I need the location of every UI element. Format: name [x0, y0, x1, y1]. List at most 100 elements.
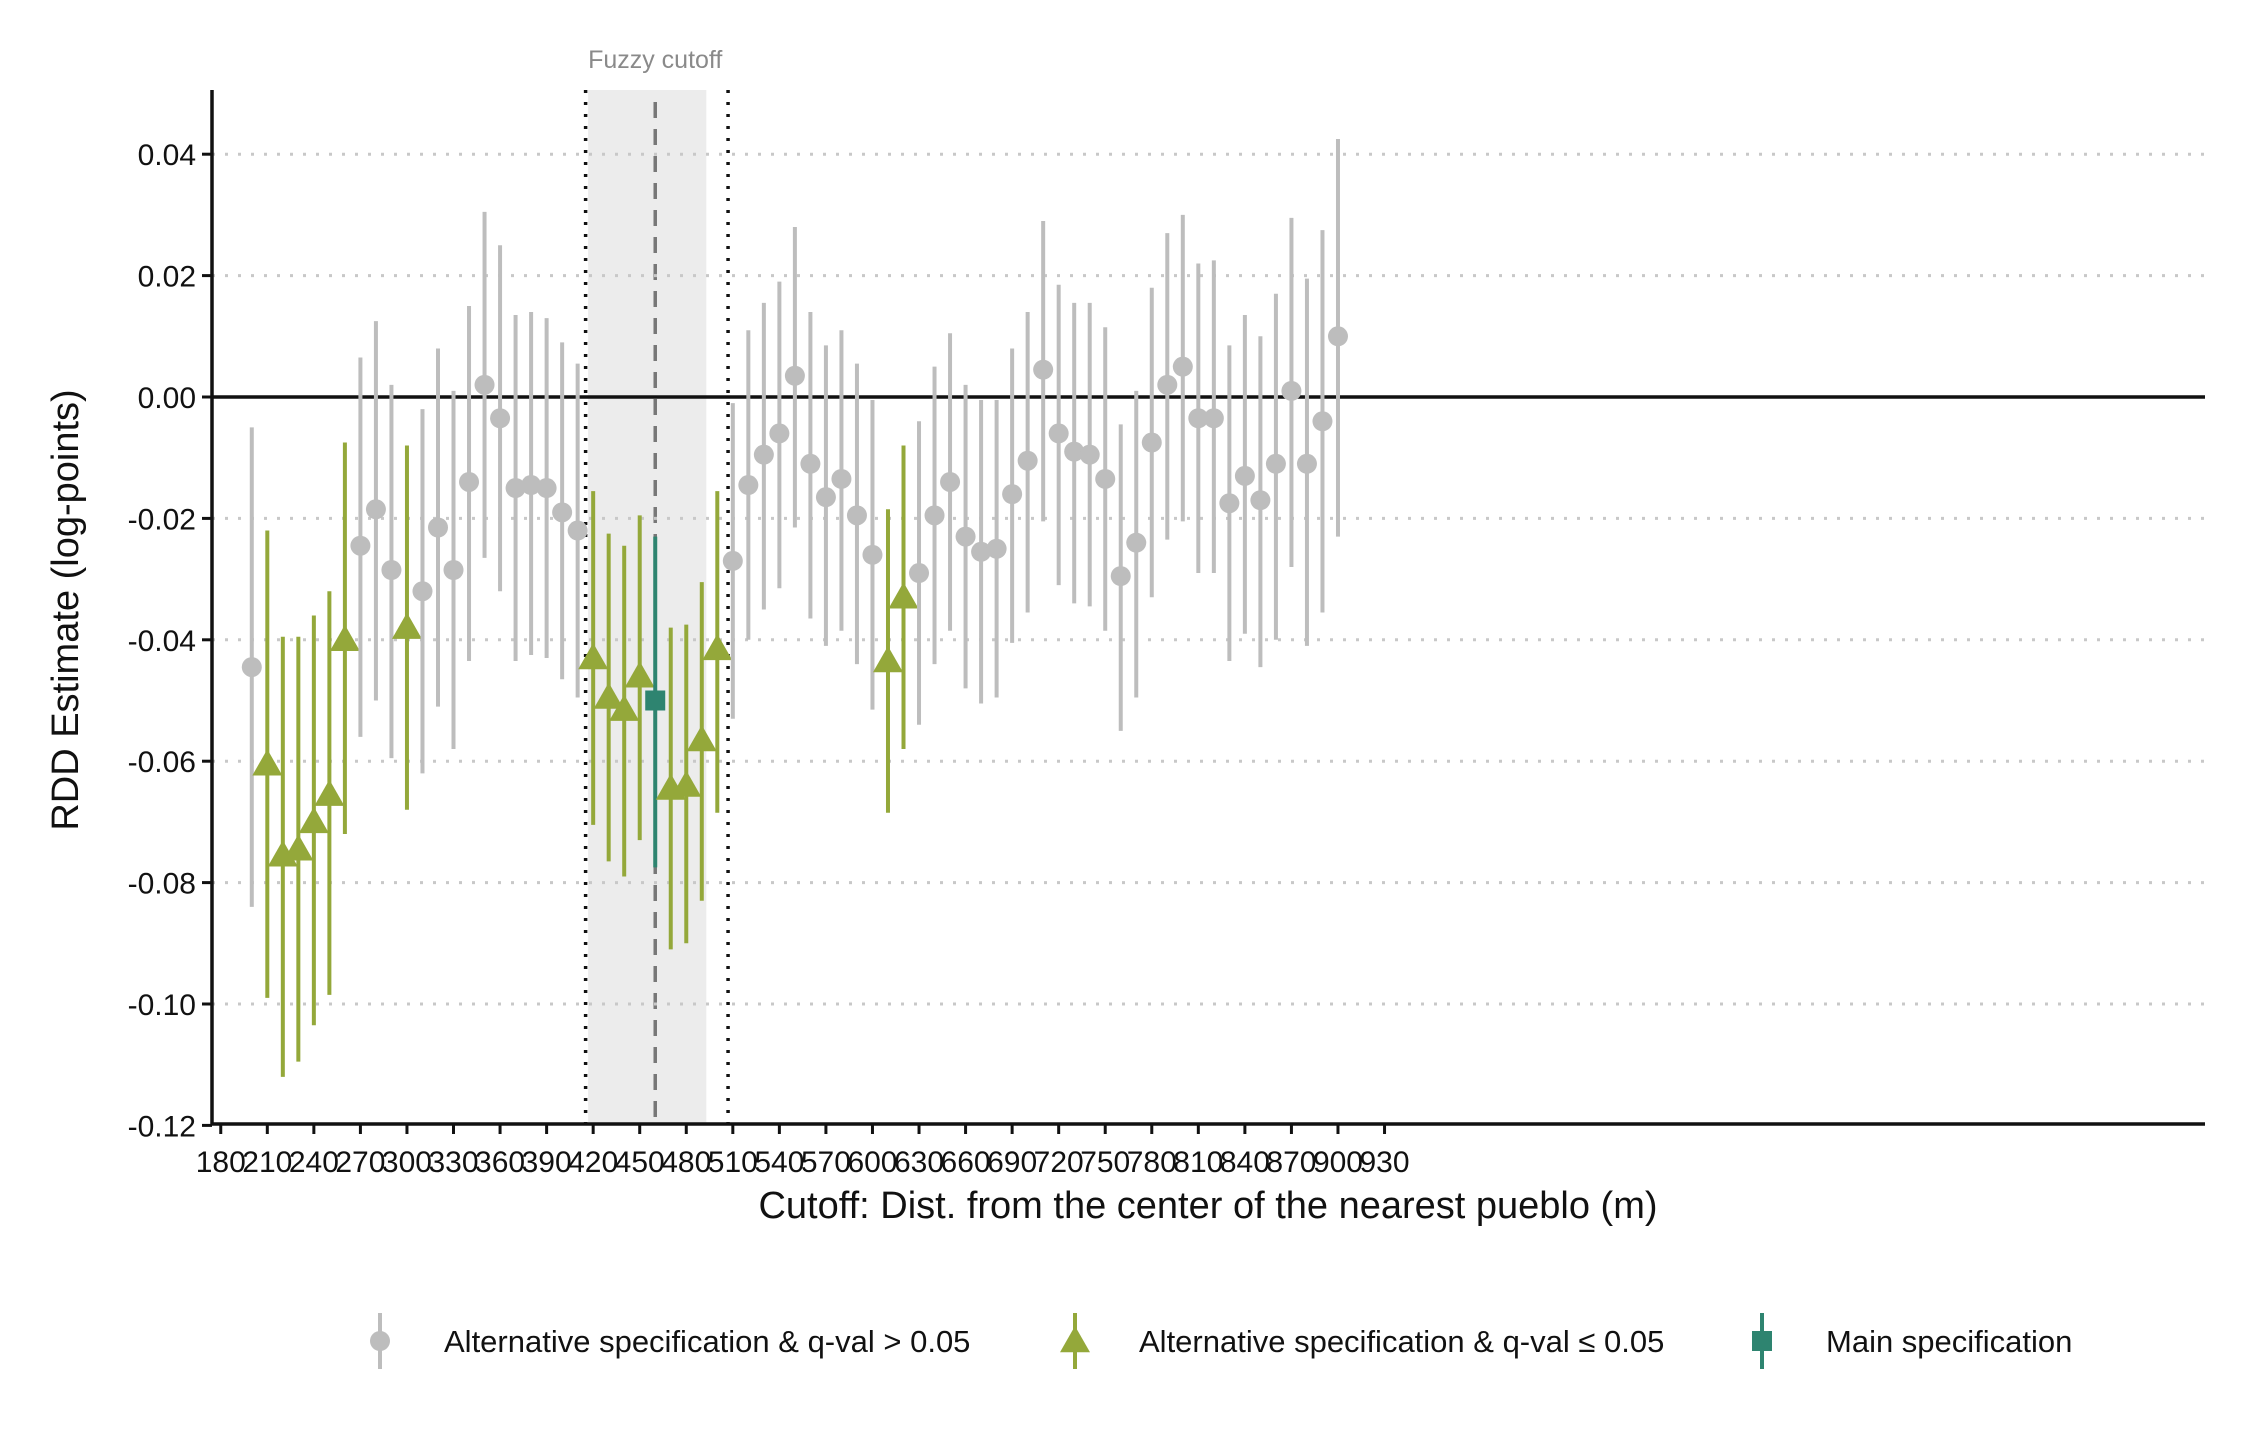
estimate-730: [1064, 302, 1085, 604]
x-tick-label: 840: [1220, 1146, 1270, 1179]
x-tick-label: 750: [1080, 1146, 1130, 1179]
y-tick-label: -0.12: [128, 1110, 196, 1143]
estimate-240: [298, 615, 329, 1026]
estimate-590: [846, 363, 867, 665]
estimate-490: [686, 582, 717, 901]
legend-label: Alternative specification & q-val > 0.05: [444, 1324, 970, 1359]
estimate-680: [986, 400, 1007, 698]
estimate-point: [298, 806, 329, 834]
estimate-850: [1250, 336, 1271, 668]
estimate-point: [862, 544, 883, 565]
x-axis-title: Cutoff: Dist. from the center of the nea…: [758, 1185, 1657, 1227]
x-tick-label: 720: [1034, 1146, 1084, 1179]
estimate-point: [459, 471, 480, 492]
estimate-point: [1033, 359, 1054, 380]
estimate-560: [800, 312, 821, 619]
estimate-point: [391, 612, 422, 639]
estimate-point: [1265, 453, 1286, 474]
y-tick-label: -0.08: [128, 868, 196, 901]
estimate-point: [427, 517, 448, 538]
estimate-point: [738, 475, 759, 496]
estimate-630: [909, 421, 930, 725]
estimate-point: [329, 624, 360, 652]
estimate-300: [391, 445, 422, 810]
estimate-620: [888, 445, 919, 750]
x-tick-label: 600: [847, 1146, 897, 1179]
estimate-point: [536, 478, 557, 499]
estimate-420: [578, 491, 609, 825]
legend-item-alt_sig: Alternative specification & q-val ≤ 0.05: [1060, 1313, 1664, 1369]
estimate-880: [1296, 278, 1317, 646]
estimate-point: [1141, 432, 1162, 453]
estimate-point: [1095, 468, 1116, 489]
estimate-700: [1017, 312, 1038, 613]
main-estimate-point: [645, 690, 666, 711]
x-tick-label: 570: [801, 1146, 851, 1179]
legend: Alternative specification & q-val > 0.05…: [370, 1313, 2072, 1369]
estimate-260: [329, 442, 360, 835]
y-tick-label: 0.04: [138, 139, 196, 172]
estimate-480: [671, 624, 702, 944]
estimate-430: [593, 533, 624, 862]
estimate-point: [940, 471, 961, 492]
estimate-340: [459, 305, 480, 662]
estimate-point: [800, 453, 821, 474]
x-tick-label: 270: [335, 1146, 385, 1179]
estimate-point: [1312, 411, 1333, 432]
x-tick-label: 630: [894, 1146, 944, 1179]
estimate-point: [490, 408, 511, 429]
x-tick-label: 390: [522, 1146, 572, 1179]
x-tick-label: 540: [754, 1146, 804, 1179]
x-tick-label: 870: [1266, 1146, 1316, 1179]
estimate-280: [365, 321, 386, 701]
estimate-270: [350, 357, 371, 737]
estimate-point: [971, 541, 992, 562]
legend-marker: [1060, 1326, 1090, 1353]
estimate-840: [1234, 315, 1255, 634]
x-tick-label: 180: [196, 1146, 246, 1179]
estimate-790: [1157, 233, 1178, 540]
estimate-point: [1250, 490, 1271, 511]
estimate-point: [365, 499, 386, 520]
y-tick-label: -0.10: [128, 989, 196, 1022]
estimate-point: [671, 770, 702, 797]
estimate-710: [1033, 220, 1054, 522]
estimate-point: [846, 505, 867, 526]
y-tick-label: -0.06: [128, 746, 196, 779]
estimate-570: [815, 345, 836, 646]
x-tick-label: 810: [1173, 1146, 1223, 1179]
estimate-350: [474, 211, 495, 558]
estimate-320: [427, 348, 448, 707]
x-tick-label: 330: [428, 1146, 478, 1179]
estimate-330: [443, 390, 464, 750]
estimate-650: [940, 333, 961, 631]
legend-label: Main specification: [1826, 1324, 2072, 1359]
estimate-520: [738, 330, 759, 640]
estimate-point: [955, 526, 976, 547]
estimate-200: [241, 427, 262, 907]
estimate-point: [412, 581, 433, 602]
estimate-point: [1110, 566, 1131, 587]
estimate-point: [1188, 408, 1209, 429]
estimate-540: [769, 281, 790, 589]
estimate-380: [521, 312, 542, 655]
estimate-point: [350, 535, 371, 556]
estimate-210: [252, 530, 283, 998]
estimate-point: [314, 779, 345, 806]
y-tick-label: 0.00: [138, 382, 196, 415]
y-tick-label: 0.02: [138, 261, 196, 294]
legend-item-alt_ns: Alternative specification & q-val > 0.05: [370, 1313, 970, 1369]
estimate-550: [784, 227, 805, 528]
estimate-point: [593, 682, 624, 709]
estimate-point: [924, 505, 945, 526]
estimate-point: [283, 834, 314, 861]
x-tick-label: 930: [1360, 1146, 1410, 1179]
legend-marker: [1752, 1331, 1772, 1351]
estimate-point: [1079, 444, 1100, 465]
estimate-point: [521, 475, 542, 496]
estimate-point: [831, 468, 852, 489]
estimates-layer: [241, 139, 1348, 1077]
estimate-800: [1172, 214, 1193, 522]
x-tick-label: 450: [615, 1146, 665, 1179]
